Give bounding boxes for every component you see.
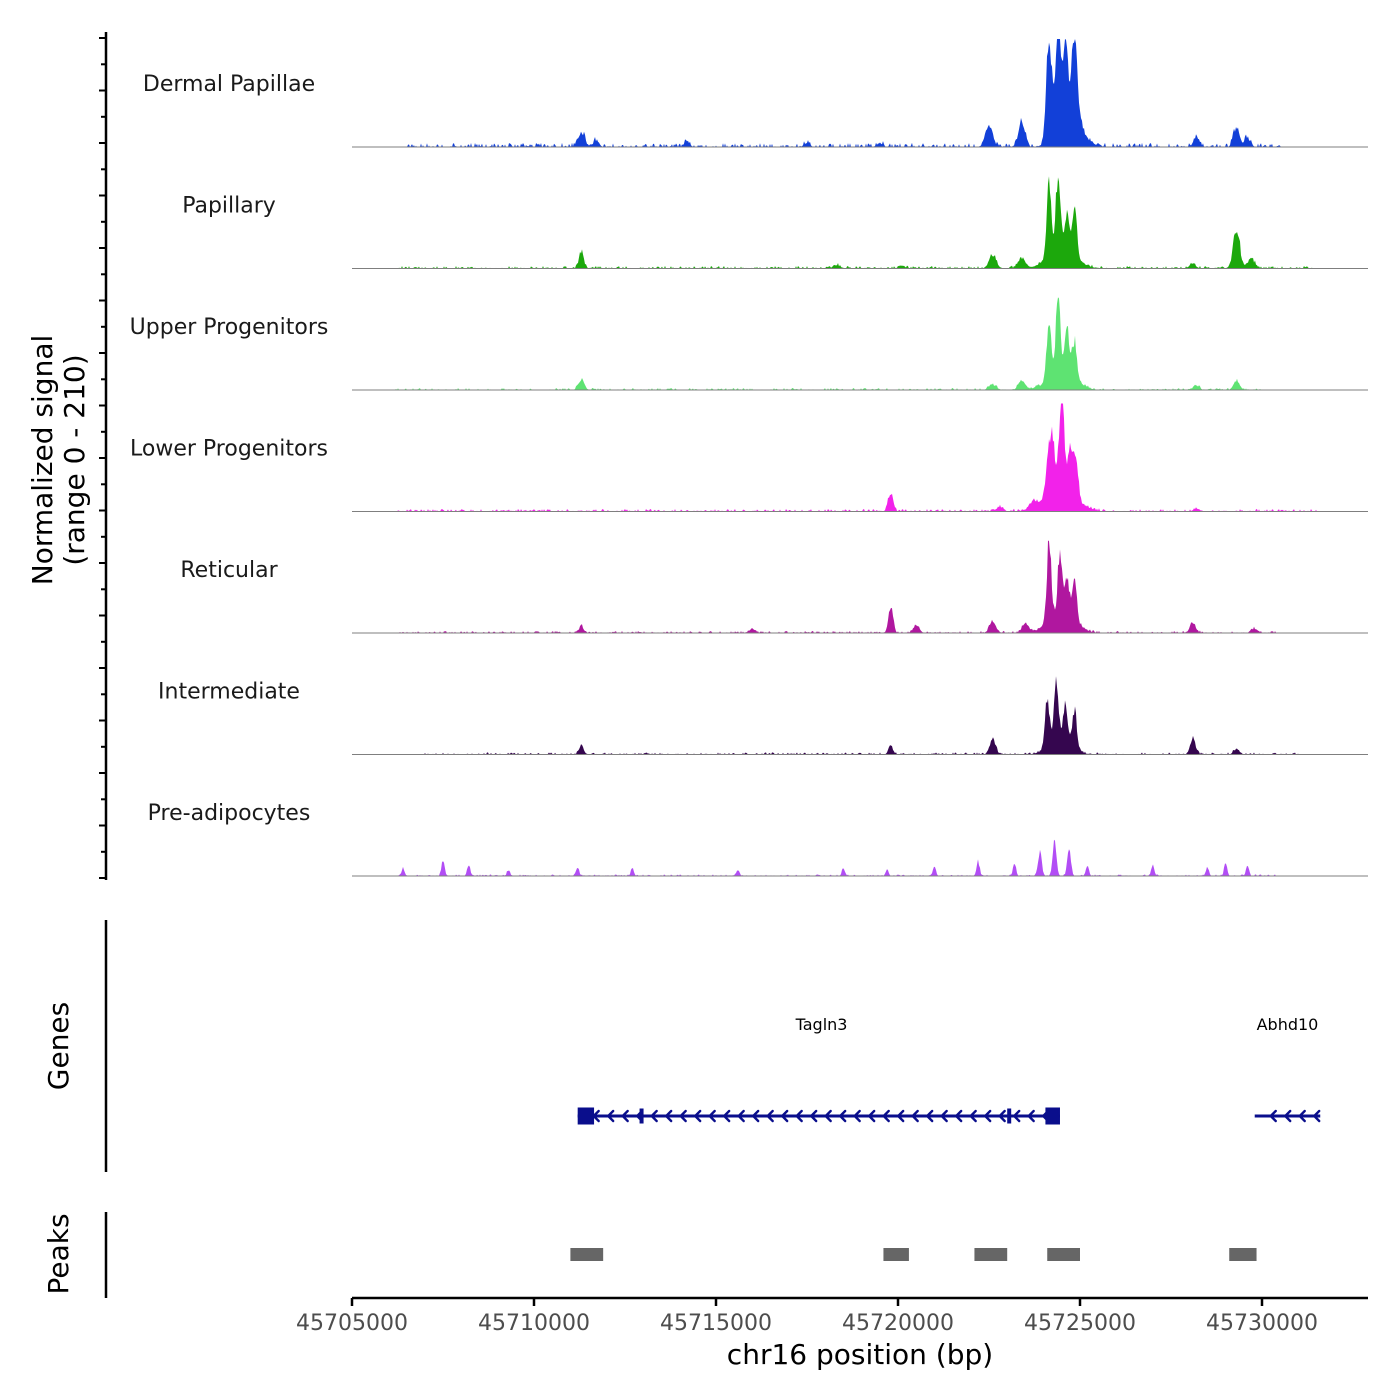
peak-regions xyxy=(570,1248,1257,1261)
coverage-ylabel-line1: Normalized signal xyxy=(26,335,59,586)
strand-arrow-icon xyxy=(620,1109,629,1123)
exon xyxy=(639,1108,644,1124)
track-label: Intermediate xyxy=(158,680,300,705)
strand-arrow-icon xyxy=(910,1109,919,1123)
strand-arrow-icon xyxy=(838,1109,847,1123)
xaxis-tick-label: 45720000 xyxy=(842,1311,954,1336)
track-label: Pre-adipocytes xyxy=(148,801,311,826)
strand-arrow-icon xyxy=(939,1109,948,1123)
strand-arrow-icon xyxy=(751,1109,760,1123)
strand-arrow-icon xyxy=(867,1109,876,1123)
xaxis-tick-label: 45730000 xyxy=(1206,1311,1318,1336)
track-papillary: Papillary xyxy=(182,176,1368,269)
strand-arrow-icon xyxy=(852,1109,861,1123)
strand-arrow-icon xyxy=(664,1109,673,1123)
strand-arrow-icon xyxy=(1012,1109,1021,1123)
strand-arrow-icon xyxy=(722,1109,731,1123)
track-upper-progenitors: Upper Progenitors xyxy=(130,297,1368,391)
peaks-ylabel: Peaks xyxy=(42,1213,75,1294)
strand-arrow-icon xyxy=(1298,1109,1306,1123)
strand-arrow-icon xyxy=(794,1109,803,1123)
exon xyxy=(1007,1108,1012,1124)
track-label: Lower Progenitors xyxy=(130,437,328,462)
gene-label: Abhd10 xyxy=(1257,1015,1319,1034)
signal-area xyxy=(352,297,1368,390)
exon xyxy=(577,1107,595,1125)
strand-arrow-icon xyxy=(925,1109,934,1123)
xaxis-tick-label: 45715000 xyxy=(660,1311,772,1336)
track-reticular: Reticular xyxy=(180,540,1368,634)
signal-area xyxy=(352,39,1368,147)
track-intermediate: Intermediate xyxy=(158,676,1368,755)
signal-area xyxy=(352,839,1368,876)
peak-region xyxy=(1047,1248,1080,1261)
gene-abhd10: Abhd10 xyxy=(1254,1015,1321,1123)
track-label: Upper Progenitors xyxy=(130,315,329,340)
strand-arrow-icon xyxy=(606,1109,615,1123)
gene-label: Tagln3 xyxy=(795,1015,848,1034)
strand-arrow-icon xyxy=(997,1109,1006,1123)
peak-region xyxy=(570,1248,604,1261)
strand-arrow-icon xyxy=(1269,1109,1277,1123)
strand-arrow-icon xyxy=(765,1109,774,1123)
peak-region xyxy=(883,1248,909,1261)
strand-arrow-icon xyxy=(693,1109,702,1123)
strand-arrow-icon xyxy=(707,1109,716,1123)
xaxis-ticks: 45705000 45710000 45715000 45720000 45725000… xyxy=(296,1298,1318,1336)
strand-arrow-icon xyxy=(881,1109,890,1123)
signal-area xyxy=(352,540,1368,633)
strand-arrow-icon xyxy=(809,1109,818,1123)
gene-tagln3: Tagln3 xyxy=(577,1015,1060,1125)
peak-region xyxy=(974,1248,1008,1261)
coverage-ylabel-line2: (range 0 - 210) xyxy=(58,354,91,565)
track-label: Dermal Papillae xyxy=(143,72,315,97)
track-label: Reticular xyxy=(180,558,278,583)
exon xyxy=(1045,1107,1060,1125)
strand-arrow-icon xyxy=(1283,1109,1292,1123)
xaxis-label: chr16 position (bp) xyxy=(727,1338,993,1371)
strand-arrow-icon xyxy=(736,1109,745,1123)
signal-area xyxy=(352,176,1368,269)
coverage-tracks: Dermal Papillae Papillary Upper Progenitor… xyxy=(130,39,1368,877)
xaxis-tick-label: 45725000 xyxy=(1024,1311,1136,1336)
xaxis-tick-label: 45710000 xyxy=(478,1311,590,1336)
coverage-yaxis-ticks xyxy=(99,37,106,879)
track-label: Papillary xyxy=(182,194,276,219)
genes-ylabel: Genes xyxy=(42,1002,75,1090)
xaxis-tick-label: 45705000 xyxy=(296,1311,408,1336)
strand-arrow-icon xyxy=(678,1109,687,1123)
strand-arrow-icon xyxy=(823,1109,832,1123)
strand-arrow-icon xyxy=(649,1109,658,1123)
gene-annotations: Tagln3 Abhd10 xyxy=(577,1015,1321,1125)
signal-area xyxy=(352,403,1368,512)
track-lower-progenitors: Lower Progenitors xyxy=(130,403,1368,512)
strand-arrow-icon xyxy=(954,1109,963,1123)
strand-arrow-icon xyxy=(983,1109,992,1123)
strand-arrow-icon xyxy=(1312,1109,1321,1123)
signal-area xyxy=(352,676,1368,755)
strand-arrow-icon xyxy=(780,1109,789,1123)
strand-arrow-icon xyxy=(896,1109,905,1123)
strand-arrow-icon xyxy=(1026,1109,1035,1123)
track-pre-adipocytes: Pre-adipocytes xyxy=(148,801,1368,877)
strand-arrow-icon xyxy=(968,1109,977,1123)
peak-region xyxy=(1229,1248,1257,1261)
track-dermal-papillae: Dermal Papillae xyxy=(143,39,1368,148)
